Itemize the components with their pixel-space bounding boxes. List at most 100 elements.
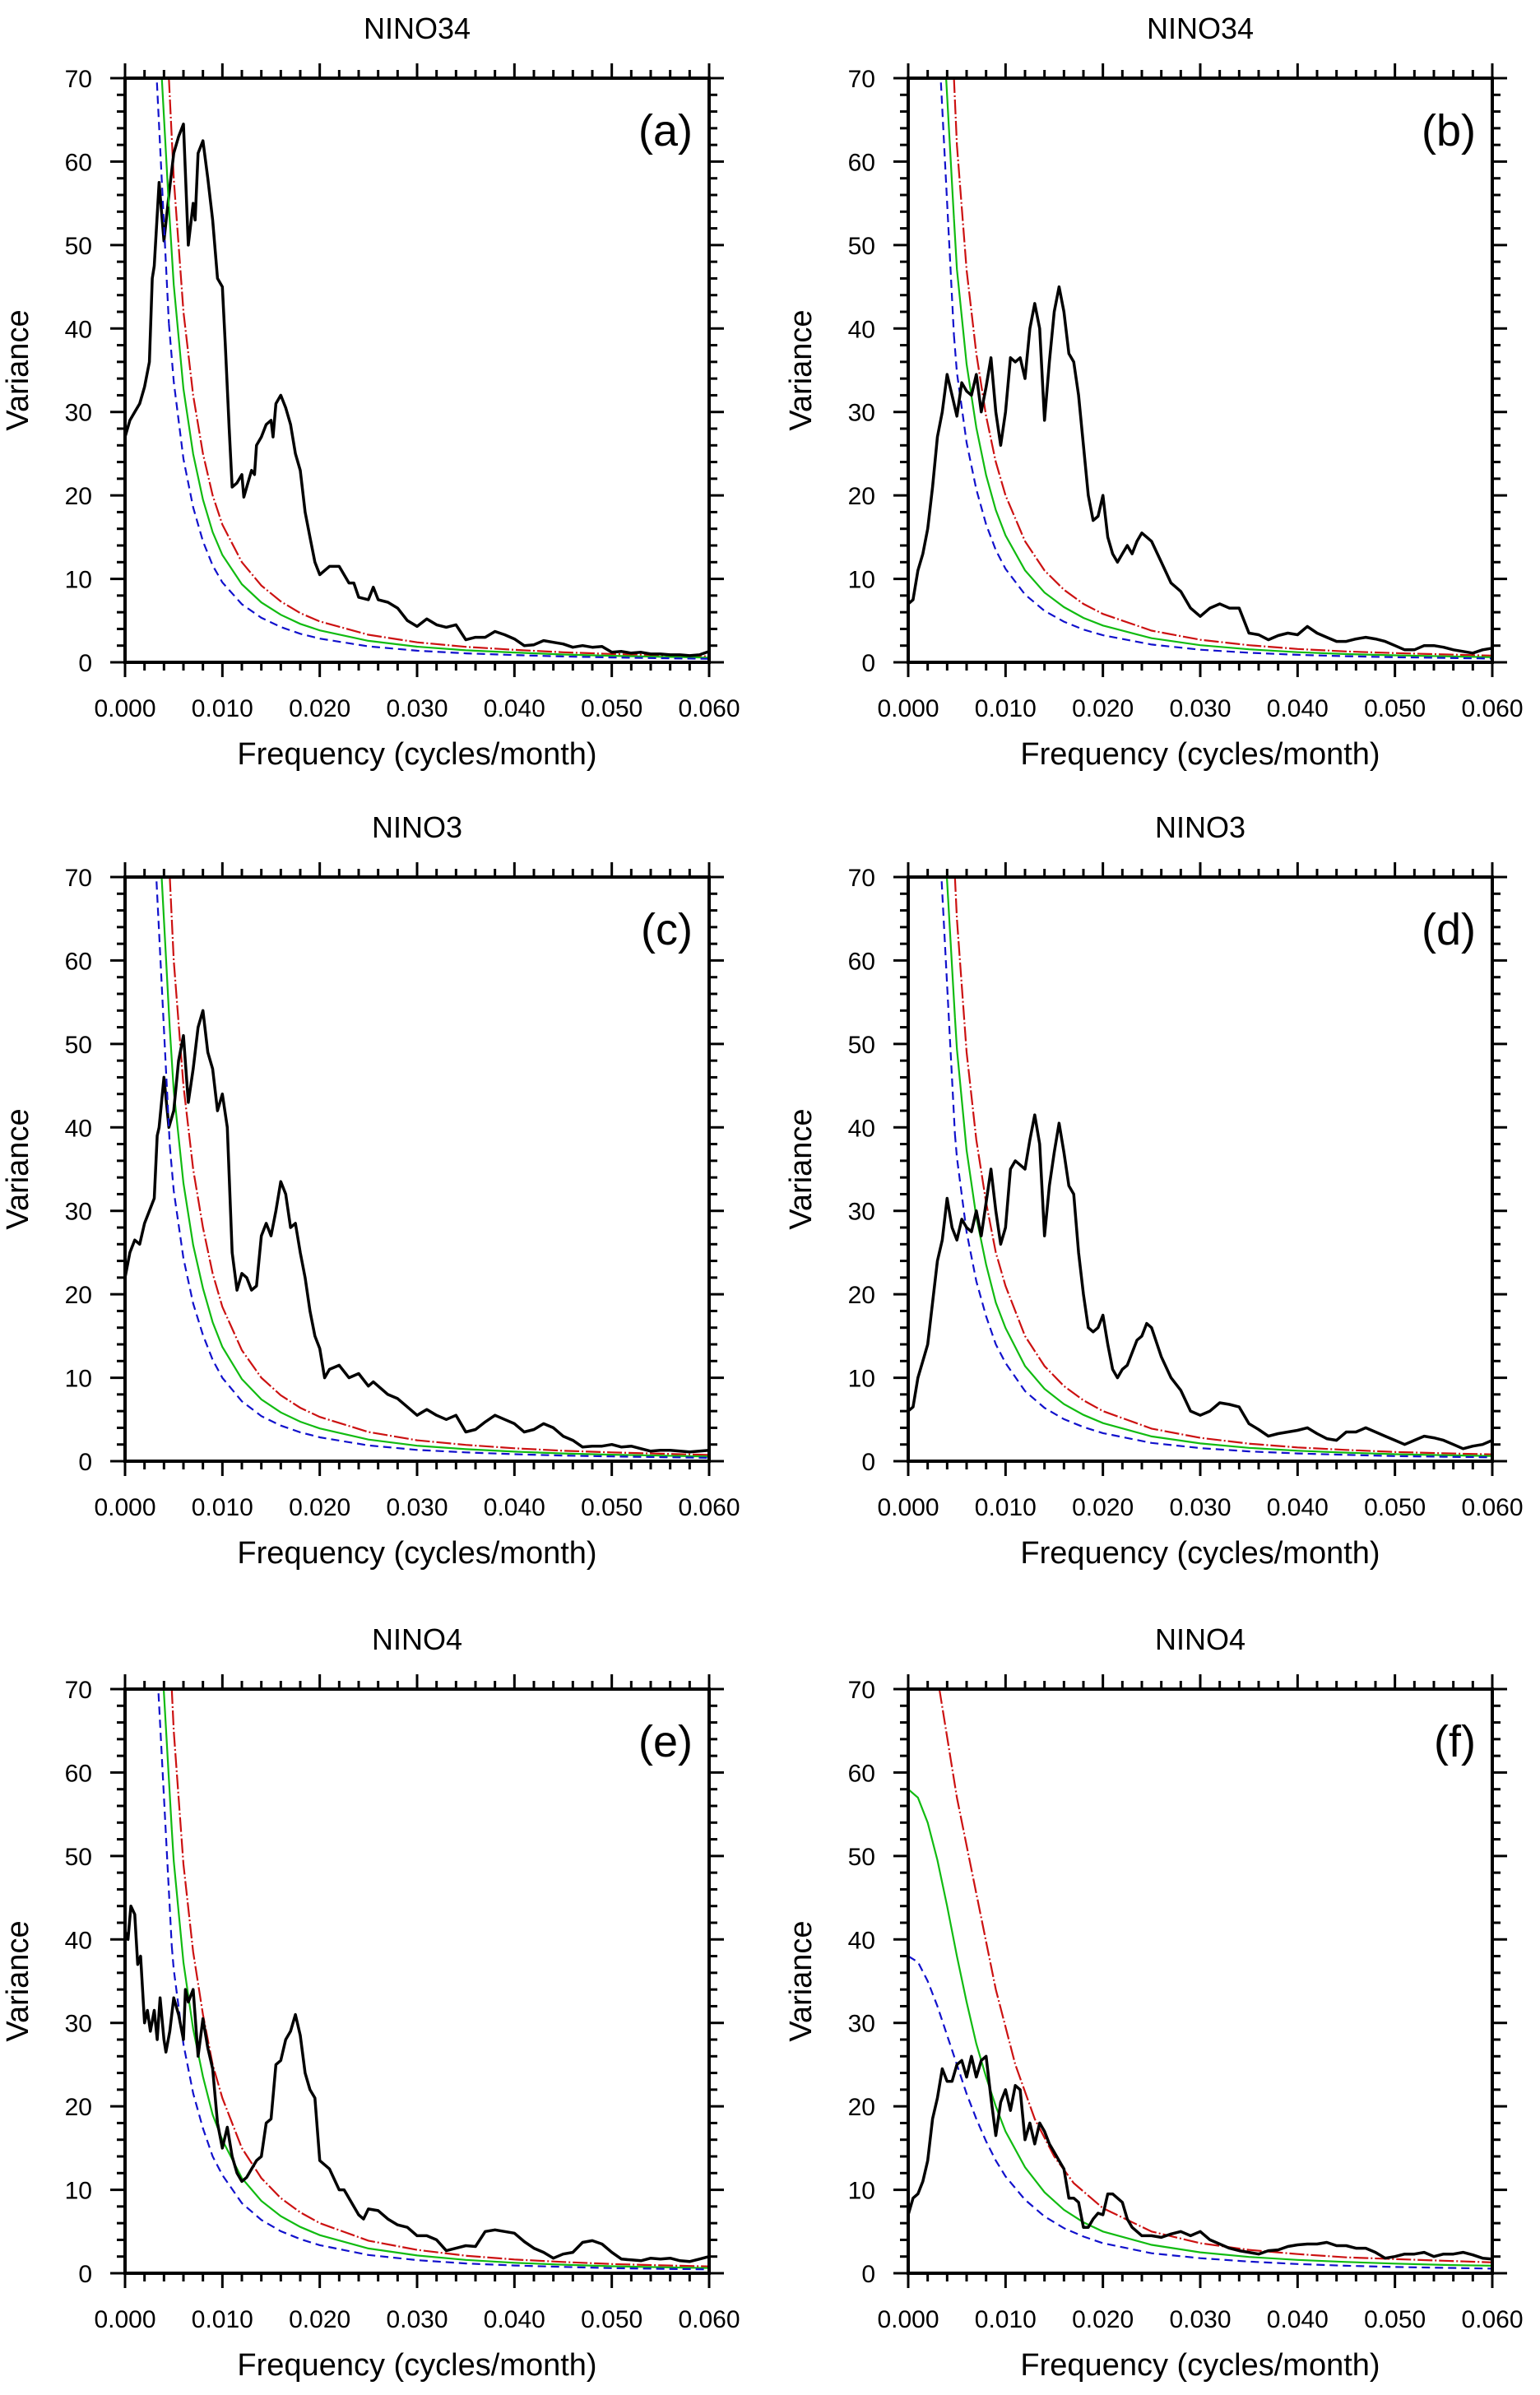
green-reference-line (908, 1788, 1492, 2267)
x-tick-label: 0.060 (1461, 1494, 1523, 1521)
y-tick-label: 40 (848, 1115, 875, 1142)
x-axis-title: Frequency (cycles/month) (1020, 737, 1380, 772)
y-tick-label: 60 (848, 948, 875, 975)
x-tick-label: 0.060 (1461, 695, 1523, 722)
x-tick-label: 0.000 (94, 2306, 155, 2333)
blue-reference-line (169, 1145, 709, 1459)
red-reference-line (953, 877, 1492, 1455)
y-tick-label: 50 (848, 1844, 875, 1871)
green-reference-line-head (160, 877, 171, 1029)
y-tick-label: 70 (848, 865, 875, 892)
plot-frame (123, 1687, 711, 2275)
y-tick-label: 10 (65, 1366, 92, 1393)
x-tick-label: 0.040 (484, 1494, 545, 1521)
x-tick-label: 0.040 (484, 695, 545, 722)
x-tick-label: 0.040 (1267, 2306, 1329, 2333)
x-tick-label: 0.020 (289, 1494, 350, 1521)
y-tick-label: 0 (78, 2261, 92, 2288)
y-tick-label: 10 (65, 2178, 92, 2205)
y-tick-label: 60 (848, 149, 875, 176)
y-tick-label: 20 (848, 483, 875, 510)
red-reference-line (169, 877, 709, 1456)
y-tick-label: 50 (65, 233, 92, 260)
y-axis-title: Variance (784, 1920, 819, 2041)
x-axis-title: Frequency (cycles/month) (1020, 2348, 1380, 2383)
blue-reference-line (953, 1134, 1492, 1459)
panel-label: (d) (1422, 905, 1476, 954)
x-tick-label: 0.010 (192, 2306, 253, 2333)
blue-reference-line (170, 1946, 709, 2271)
y-tick-label: 10 (65, 567, 92, 594)
plot-area (908, 877, 1492, 1459)
y-tick-label: 30 (848, 2011, 875, 2038)
y-tick-label: 10 (848, 1366, 875, 1393)
x-tick-label: 0.010 (192, 1494, 253, 1521)
x-axis-title: Frequency (cycles/month) (237, 1536, 596, 1571)
x-axis-title: Frequency (cycles/month) (237, 737, 596, 772)
x-axis-title: Frequency (cycles/month) (1020, 1536, 1380, 1571)
panel-c: NINO3 0.000 0.010 0.020 0.030 0.040 0.050 0.060… (1, 810, 740, 1571)
y-tick-label: 60 (65, 149, 92, 176)
spectrum-line (125, 1009, 709, 1454)
y-tick-label: 0 (861, 2261, 875, 2288)
plot-frame (123, 77, 711, 664)
x-tick-label: 0.020 (1072, 1494, 1134, 1521)
plot-frame (123, 875, 711, 1463)
green-reference-line (953, 1017, 1492, 1457)
y-tick-label: 40 (65, 1115, 92, 1142)
x-tick-label: 0.020 (289, 2306, 350, 2333)
red-reference-line (170, 1689, 709, 2267)
x-tick-label: 0.020 (1072, 2306, 1134, 2333)
green-reference-line (170, 1829, 709, 2269)
plot-area (908, 78, 1492, 660)
y-tick-label: 70 (65, 66, 92, 93)
panel-e: NINO4 0.000 0.010 0.020 0.030 0.040 0.050 0.060… (1, 1622, 740, 2383)
x-axis-title: Frequency (cycles/month) (237, 2348, 596, 2383)
chart-title: NINO4 (372, 1622, 462, 1656)
x-tick-label: 0.040 (1267, 695, 1329, 722)
x-tick-label: 0.060 (678, 1494, 740, 1521)
x-tick-label: 0.030 (1169, 695, 1231, 722)
x-tick-label: 0.050 (581, 1494, 642, 1521)
chart-title: NINO3 (1155, 810, 1245, 844)
y-tick-label: 30 (65, 2011, 92, 2038)
plot-area (125, 1689, 709, 2271)
y-tick-label: 40 (848, 1927, 875, 1954)
green-reference-line-head (160, 78, 170, 207)
green-reference-line (168, 207, 709, 659)
y-tick-label: 60 (65, 948, 92, 975)
y-tick-label: 70 (848, 1677, 875, 1704)
plot-frame (907, 77, 1494, 664)
green-reference-line (169, 1028, 709, 1458)
x-tick-label: 0.030 (386, 2306, 448, 2333)
y-tick-label: 0 (861, 650, 875, 677)
y-axis-title: Variance (784, 1108, 819, 1229)
plot-frame (907, 875, 1494, 1463)
y-tick-label: 60 (848, 1760, 875, 1787)
blue-reference-line-head (939, 78, 955, 336)
blue-reference-line (908, 1955, 1492, 2270)
x-tick-label: 0.040 (1267, 1494, 1329, 1521)
chart-title: NINO3 (372, 810, 462, 844)
x-tick-label: 0.050 (1364, 1494, 1426, 1521)
y-tick-label: 30 (848, 400, 875, 427)
spectrum-line (908, 285, 1492, 655)
x-tick-label: 0.050 (1364, 695, 1426, 722)
blue-reference-line (168, 323, 709, 660)
x-tick-label: 0.020 (289, 695, 350, 722)
y-tick-label: 70 (65, 1677, 92, 1704)
y-tick-label: 40 (65, 1927, 92, 1954)
y-tick-label: 0 (861, 1449, 875, 1476)
y-tick-label: 20 (65, 1282, 92, 1309)
blue-reference-line-head (940, 877, 956, 1135)
panel-label: (c) (641, 905, 693, 954)
y-tick-label: 50 (65, 1032, 92, 1059)
x-tick-label: 0.060 (678, 2306, 740, 2333)
x-tick-label: 0.000 (94, 695, 155, 722)
x-tick-label: 0.020 (1072, 695, 1134, 722)
y-tick-label: 50 (848, 233, 875, 260)
y-tick-label: 60 (65, 1760, 92, 1787)
panel-label: (a) (638, 106, 693, 155)
red-reference-line (168, 78, 709, 657)
